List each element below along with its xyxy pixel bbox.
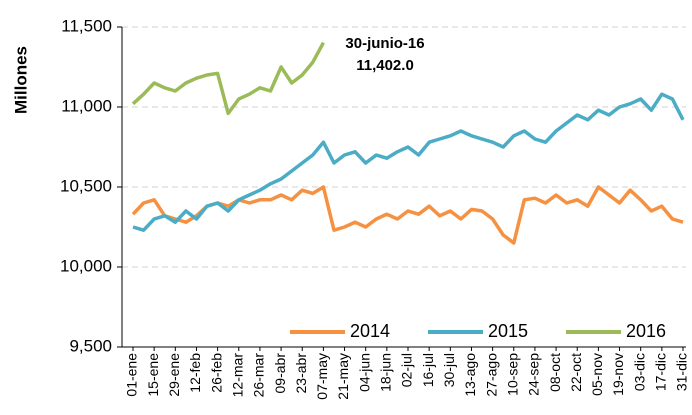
series-line	[132, 92, 685, 232]
x-tick-label: 01-ene	[124, 353, 140, 397]
x-tick-label: 16-jul	[420, 353, 436, 387]
x-tick-label: 10-sep	[504, 353, 520, 396]
x-tick-label: 05-nov	[589, 353, 605, 396]
x-tick-label: 09-abr	[272, 353, 288, 394]
y-tick-label: 10,500	[60, 176, 112, 195]
x-tick-label: 29-ene	[166, 353, 182, 397]
legend-label: 2015	[488, 321, 528, 341]
x-tick-label: 04-jun	[356, 353, 372, 392]
x-tick-label: 08-oct	[547, 353, 563, 392]
x-tick-label: 31-dic	[674, 353, 690, 391]
x-tick-label: 18-jun	[378, 353, 394, 392]
x-tick-label: 26-mar	[251, 353, 267, 398]
y-tick-label: 9,500	[69, 336, 112, 355]
x-tick-label: 23-abr	[293, 353, 309, 394]
y-axis-label: Millones	[11, 46, 30, 114]
annotation-value: 11,402.0	[356, 57, 414, 74]
series-line	[131, 185, 684, 245]
legend-label: 2016	[626, 321, 666, 341]
x-tick-label: 17-dic	[653, 353, 669, 391]
y-tick-label: 11,500	[61, 16, 112, 35]
legend-label: 2014	[350, 321, 390, 341]
x-tick-label: 12-feb	[187, 353, 203, 393]
annotation-title: 30-junio-16	[345, 35, 424, 52]
x-tick-label: 12-mar	[229, 353, 245, 398]
x-tick-label: 13-ago	[462, 353, 478, 397]
x-tick-label: 27-ago	[483, 353, 499, 397]
x-tick-label: 22-oct	[568, 353, 584, 392]
x-tick-label: 30-jul	[441, 353, 457, 387]
x-tick-label: 19-nov	[610, 353, 626, 396]
y-tick-label: 10,000	[60, 256, 112, 275]
x-tick-label: 26-feb	[208, 353, 224, 393]
x-tick-label: 03-dic	[631, 353, 647, 391]
x-tick-label: 07-may	[314, 353, 330, 400]
x-tick-label: 24-sep	[526, 353, 542, 396]
x-tick-label: 15-ene	[145, 353, 161, 397]
x-tick-label: 02-jul	[399, 353, 415, 387]
y-tick-label: 11,000	[61, 96, 112, 115]
x-tick-label: 21-may	[335, 353, 351, 400]
series-line	[131, 41, 325, 116]
